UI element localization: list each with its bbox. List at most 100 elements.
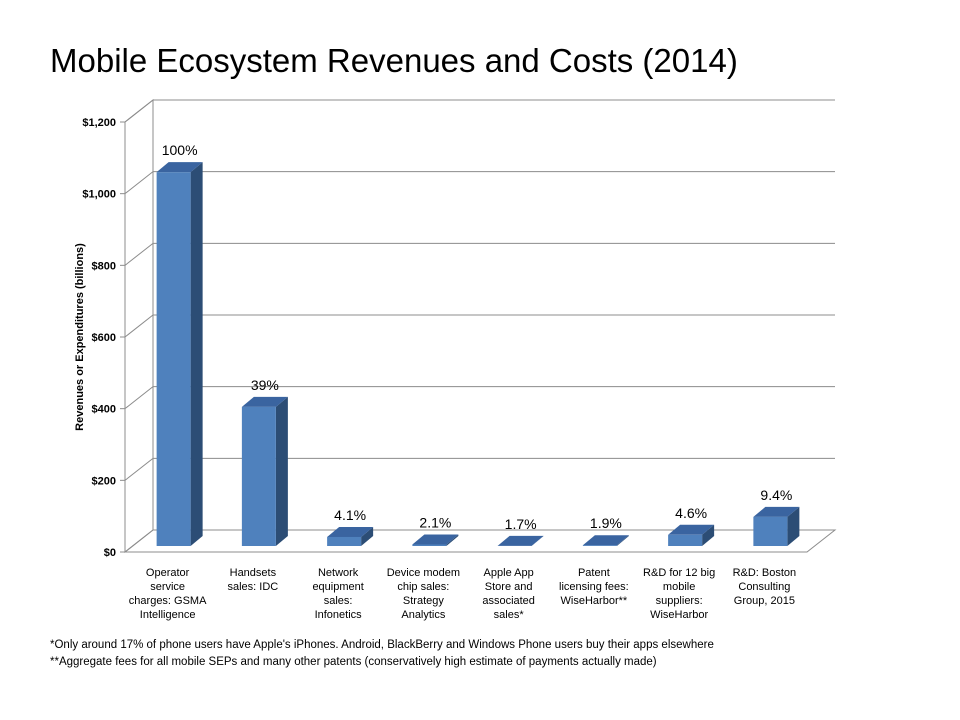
bar: [753, 506, 800, 546]
grid-line: [124, 457, 835, 481]
category-label-line: Network: [318, 567, 359, 579]
data-label: 4.6%: [675, 505, 707, 521]
category-label-line: charges: GSMA: [129, 595, 207, 607]
bars: [156, 162, 800, 546]
chart-title: Mobile Ecosystem Revenues and Costs (201…: [50, 42, 738, 79]
category-label-line: Consulting: [738, 581, 790, 593]
category-label-line: WiseHarbor: [650, 609, 708, 621]
grid-line: [124, 314, 835, 338]
data-label: 1.9%: [590, 515, 622, 531]
bar-front: [412, 544, 447, 546]
bar-top: [497, 535, 544, 546]
category-label-line: Apple App: [484, 567, 534, 579]
category-label-line: equipment: [312, 581, 363, 593]
bar-front: [327, 536, 362, 546]
category-label-line: Group, 2015: [734, 595, 795, 607]
bar-top: [753, 506, 800, 517]
category-label-line: Analytics: [401, 609, 446, 621]
footnote-patents: **Aggregate fees for all mobile SEPs and…: [50, 656, 657, 668]
category-label-line: Handsets: [230, 567, 277, 579]
bar-side: [361, 526, 374, 546]
category-labels: Operator service charges: GSMA Intelligence…: [129, 567, 796, 621]
bar-front: [156, 172, 191, 546]
chart-walls: [123, 98, 837, 554]
category-label-line: Infonetics: [315, 609, 363, 621]
y-tick-label: $0: [104, 547, 116, 559]
bar: [582, 535, 629, 546]
grid-line: [124, 386, 835, 410]
bar-side: [190, 162, 203, 546]
bar-top: [327, 526, 374, 537]
bar-front: [582, 545, 617, 546]
bar-top: [582, 535, 629, 546]
bar-front: [753, 516, 788, 546]
bar: [241, 396, 288, 546]
bar: [412, 534, 459, 546]
category-label-line: service: [150, 581, 185, 593]
bar-front: [668, 534, 703, 546]
grid-line: [124, 171, 835, 195]
category-label: R&D: Boston Consulting Group, 2015: [733, 567, 797, 607]
bar-side: [616, 535, 629, 546]
category-label-line: Device modem: [387, 567, 460, 579]
data-label: 2.1%: [419, 514, 451, 530]
bar-front: [241, 406, 276, 546]
category-label-line: R&D: Boston: [733, 567, 797, 579]
category-label-line: R&D for 12 big: [643, 567, 715, 579]
bar-top: [241, 396, 288, 407]
grid-lines: [124, 99, 835, 481]
y-tick-label: $1,000: [82, 189, 116, 201]
category-label-line: sales: IDC: [228, 581, 279, 593]
bar: [156, 162, 203, 546]
bar-side: [787, 506, 800, 546]
data-label: 39%: [251, 377, 279, 393]
bar: [497, 535, 544, 546]
category-label: Patent licensing fees: WiseHarbor**: [559, 567, 629, 607]
bar: [327, 526, 374, 546]
y-tick-label: $200: [92, 475, 116, 487]
category-label-line: licensing fees:: [559, 581, 629, 593]
category-label-line: chip sales:: [397, 581, 449, 593]
category-label: Handsets sales: IDC: [228, 567, 279, 593]
category-label-line: Patent: [578, 567, 610, 579]
category-label: Network equipment sales: Infonetics: [312, 567, 363, 621]
category-label-line: WiseHarbor**: [561, 595, 628, 607]
data-label: 4.1%: [334, 507, 366, 523]
category-label: Device modem chip sales: Strategy Analytics: [387, 567, 460, 621]
bar-top: [156, 162, 203, 173]
category-label: Operator service charges: GSMA Intelligence: [129, 567, 207, 621]
category-label-line: sales:: [324, 595, 353, 607]
floor: [123, 529, 837, 553]
bar-side: [702, 524, 715, 546]
data-label: 100%: [162, 142, 198, 158]
category-label: R&D for 12 big mobile suppliers: WiseHarbor: [643, 567, 715, 621]
y-tick-label: $400: [92, 404, 116, 416]
y-tick-label: $1,200: [82, 117, 116, 129]
footnote-apple: *Only around 17% of phone users have App…: [50, 639, 714, 651]
y-axis-ticks: $0 $200 $400 $600 $800 $1,000 $1,200: [82, 117, 125, 559]
bar: [668, 524, 715, 546]
footnotes: *Only around 17% of phone users have App…: [50, 637, 714, 671]
category-label-line: Store and: [485, 581, 533, 593]
bar-top: [668, 524, 715, 535]
bar-side: [275, 396, 288, 546]
data-labels: 100% 39% 4.1% 2.1% 1.7% 1.9% 4.6% 9.4%: [162, 142, 793, 532]
y-axis-title: Revenues or Expenditures (billions): [74, 243, 86, 431]
category-label-line: associated: [482, 595, 535, 607]
data-label: 9.4%: [760, 487, 792, 503]
bar-side: [531, 535, 544, 546]
category-label-line: sales*: [494, 609, 525, 621]
data-label: 1.7%: [505, 516, 537, 532]
category-label-line: mobile: [663, 581, 695, 593]
bar-top: [412, 534, 459, 545]
grid-line: [124, 99, 835, 123]
category-label-line: suppliers:: [656, 595, 703, 607]
y-tick-label: $800: [92, 260, 116, 272]
y-tick-label: $600: [92, 332, 116, 344]
category-label: Apple App Store and associated sales*: [482, 567, 535, 621]
category-label-line: Intelligence: [140, 609, 196, 621]
category-label-line: Operator: [146, 567, 190, 579]
grid-line: [124, 242, 835, 266]
category-label-line: Strategy: [403, 595, 444, 607]
